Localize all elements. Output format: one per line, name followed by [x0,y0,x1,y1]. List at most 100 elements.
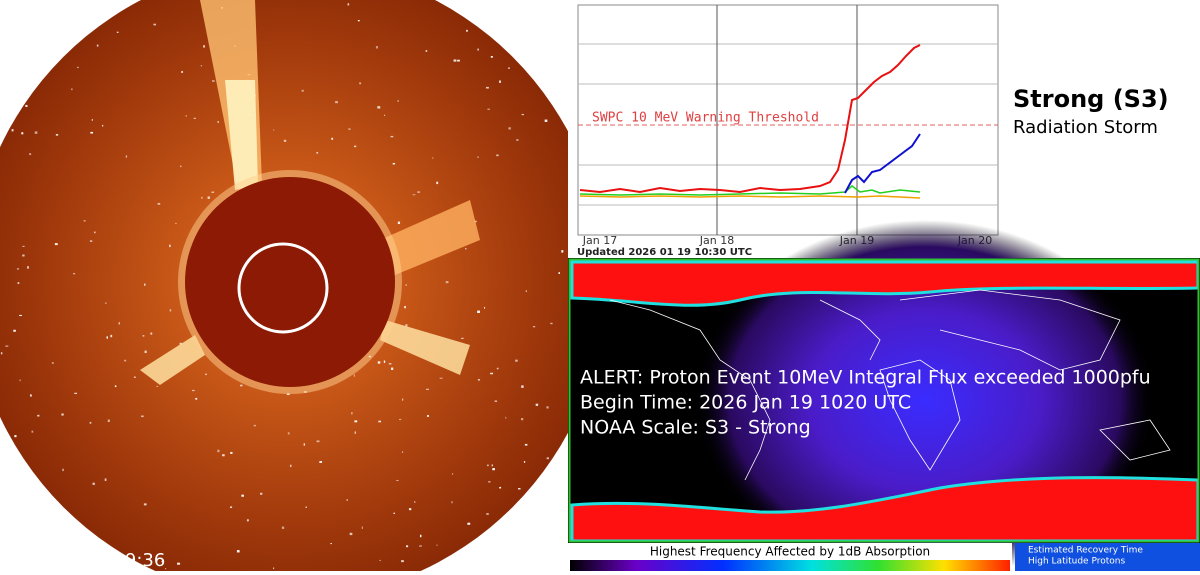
coastline [819,299,881,361]
star [534,33,536,35]
star [379,559,381,561]
star [354,420,358,423]
coastline [879,359,961,471]
star [453,59,457,62]
star [116,31,119,33]
star [419,545,422,547]
star [412,194,416,196]
alert-line: Begin Time: 2026 Jan 19 1020 UTC [580,392,911,414]
star [203,45,205,48]
star [467,522,471,525]
star [482,21,485,24]
star [241,494,244,497]
star [477,48,479,51]
star [175,222,177,224]
absorption-map: ALERT: Proton Event 10MeV Integral Flux … [568,220,1200,575]
star [22,254,25,257]
star [353,374,355,377]
star [2,3,5,5]
star [402,398,404,401]
star [396,479,399,482]
timestamp: 2026/01/19 09:36 [4,550,165,571]
star [532,326,536,328]
star [477,310,480,314]
star [406,545,409,548]
star [25,104,28,107]
star [181,71,184,73]
star [19,314,23,316]
star [451,501,453,504]
star [222,454,225,457]
star [359,82,362,85]
star [177,562,181,565]
star [346,499,348,501]
alert-line: ALERT: Proton Event 10MeV Integral Flux … [580,367,1151,389]
star [101,124,104,127]
star [561,250,564,253]
star [34,131,38,134]
streamer [140,335,205,385]
star [490,372,494,375]
star [405,324,408,327]
star [89,240,93,242]
star [92,482,95,485]
star [195,397,198,400]
star [61,413,64,416]
star [37,414,40,417]
star [451,473,454,475]
star [150,332,153,335]
star [538,545,540,547]
star [397,100,399,102]
coastline [899,289,1121,371]
star [520,418,524,421]
star [211,191,215,194]
star [281,526,285,529]
star [354,145,357,148]
star [96,44,99,47]
star [253,424,257,427]
star [62,468,64,472]
star [71,88,73,91]
star [144,283,146,286]
star [290,464,292,468]
star [378,420,382,423]
star [51,362,54,364]
sun-outline [237,242,329,334]
star [283,139,287,142]
star [544,119,548,122]
star [217,449,220,453]
star [390,135,394,138]
star [397,221,401,225]
polar-cap [570,260,1200,307]
star [169,244,171,248]
star [11,128,14,132]
star [142,335,145,337]
star [5,345,9,347]
star [349,532,353,536]
star [50,33,53,35]
star [549,506,553,509]
star [357,19,360,22]
star [393,512,395,514]
star [91,119,93,121]
star [260,492,263,495]
star [14,435,17,438]
star [414,501,416,503]
star [496,367,499,370]
star [399,418,402,421]
star [499,80,502,83]
star [17,282,20,284]
updated-label: Updated 2026 01 19 10:30 UTC [577,247,752,258]
star [523,505,527,508]
star [425,50,428,52]
star [319,460,323,463]
star [492,468,495,471]
star [200,65,203,67]
polar-cap [570,476,1200,543]
star [144,350,147,354]
star [205,373,207,376]
star [21,132,24,135]
star [550,322,553,325]
